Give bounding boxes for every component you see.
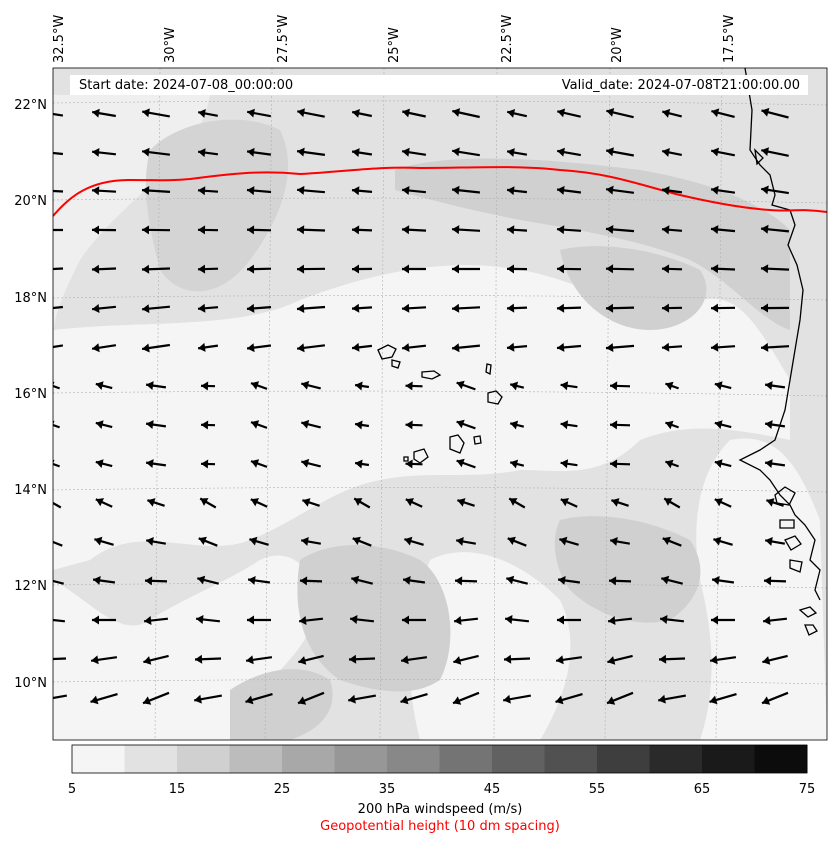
colorbar-swatch	[72, 745, 125, 773]
lat-label-22n: 22°N	[14, 99, 47, 112]
colorbar-tick: 55	[589, 782, 606, 797]
lon-label-20w: 20°W	[611, 27, 624, 63]
wind-arrow-head	[43, 265, 50, 274]
colorbar-swatch	[335, 745, 388, 773]
lon-label-27-5w: 27.5°W	[277, 15, 290, 63]
wind-arrow-head	[40, 655, 47, 664]
lon-label-30w: 30°W	[164, 27, 177, 63]
lon-label-17-5w: 17.5°W	[723, 15, 736, 63]
colorbar-tick: 5	[68, 782, 76, 797]
colorbar-swatch	[387, 745, 440, 773]
lat-label-10n: 10°N	[14, 677, 47, 690]
colorbar-swatch	[230, 745, 283, 773]
wind-arrow-head	[41, 615, 48, 624]
wind-arrow-head	[43, 226, 50, 235]
colorbar-tick: 45	[484, 782, 501, 797]
colorbar-swatch	[755, 745, 808, 773]
wind-arrow-head	[39, 695, 47, 704]
lat-label-18n: 18°N	[14, 292, 47, 305]
colorbar-swatch	[597, 745, 650, 773]
wind-arrow-head	[44, 537, 52, 545]
colorbar-label: 200 hPa windspeed (m/s)	[0, 802, 837, 817]
start-date: Start date: 2024-07-08_00:00:00	[79, 78, 293, 93]
colorbar-swatch	[440, 745, 493, 773]
colorbar-swatch	[650, 745, 703, 773]
lat-label-14n: 14°N	[14, 484, 47, 497]
colorbar	[72, 745, 808, 773]
colorbar-tick: 65	[694, 782, 711, 797]
valid-date: Valid_date: 2024-07-08T21:00:00.00	[562, 78, 800, 93]
lon-label-22-5w: 22.5°W	[501, 15, 514, 63]
colorbar-swatch	[177, 745, 230, 773]
lon-label-25w: 25°W	[388, 27, 401, 63]
lon-label-32-5w: 32.5°W	[53, 15, 66, 63]
colorbar-swatch	[125, 745, 178, 773]
colorbar-tick: 35	[379, 782, 396, 797]
colorbar-tick: 15	[169, 782, 186, 797]
colorbar-sublabel: Geopotential height (10 dm spacing)	[0, 819, 837, 834]
wind-arrow-head	[45, 498, 53, 506]
colorbar-swatch	[282, 745, 335, 773]
lat-label-16n: 16°N	[14, 388, 47, 401]
colorbar-swatch	[545, 745, 598, 773]
colorbar-tick: 75	[799, 782, 816, 797]
colorbar-tick: 25	[274, 782, 291, 797]
colorbar-swatch	[492, 745, 545, 773]
wind-arrow-head	[43, 148, 50, 157]
lat-label-12n: 12°N	[14, 580, 47, 593]
wind-arrow-head	[43, 343, 51, 352]
colorbar-swatch	[702, 745, 755, 773]
lat-label-20n: 20°N	[14, 195, 47, 208]
